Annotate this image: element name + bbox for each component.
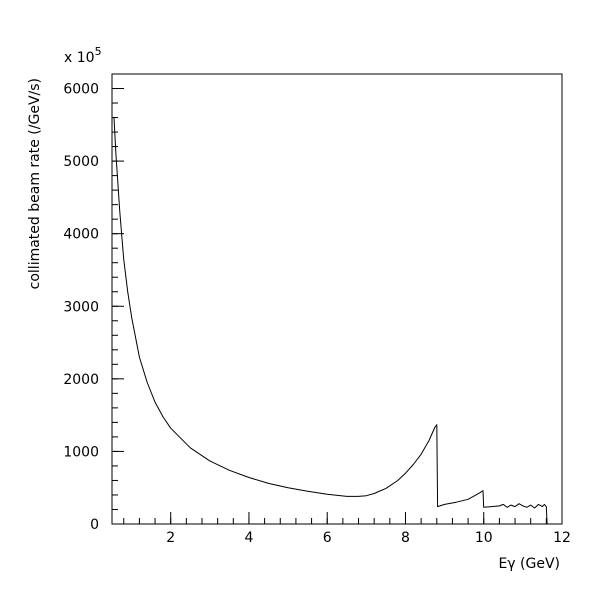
y-tick-label: 2000 <box>63 372 99 388</box>
y-tick-label: 4000 <box>63 227 99 243</box>
y-multiplier-exponent: 5 <box>95 45 102 58</box>
x-tick-label: 2 <box>166 530 175 546</box>
x-tick-label: 8 <box>401 530 410 546</box>
x-tick-label: 10 <box>475 530 493 546</box>
y-axis-title: collimated beam rate (/GeV/s) <box>27 78 43 289</box>
x-tick-label: 6 <box>323 530 332 546</box>
x-tick-label: 4 <box>244 530 253 546</box>
x-tick-label: 12 <box>553 530 571 546</box>
y-tick-label: 0 <box>90 517 99 533</box>
series-line-0 <box>113 117 548 525</box>
y-tick-label: 3000 <box>63 299 99 315</box>
ticks-layer <box>112 88 563 525</box>
tick-labels-layer: 2 4 6 8 10 12 0 1000 2000 3000 4000 5000 6000 <box>63 82 571 546</box>
y-tick-label: 1000 <box>63 444 99 460</box>
y-multiplier-label: x 105 <box>64 45 102 66</box>
y-tick-label: 6000 <box>63 82 99 98</box>
y-multiplier-base: x 10 <box>64 50 95 66</box>
x-axis-title: Eγ (GeV) <box>498 556 560 572</box>
plot-frame <box>111 73 563 525</box>
series-layer <box>113 117 548 525</box>
y-tick-label: 5000 <box>63 154 99 170</box>
